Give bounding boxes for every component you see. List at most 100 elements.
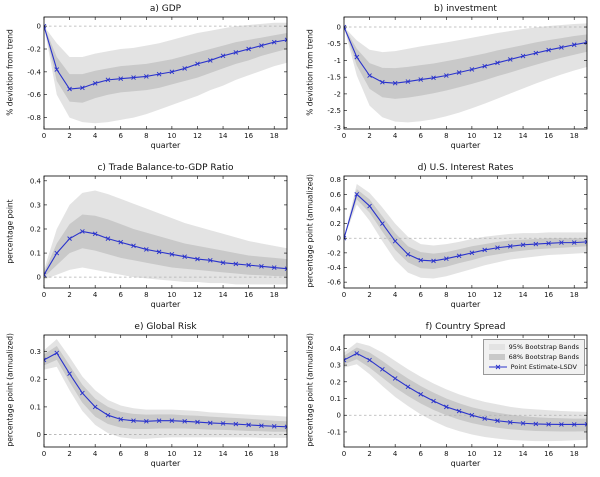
svg-text:14: 14 <box>219 450 228 458</box>
svg-text:18: 18 <box>570 450 579 458</box>
svg-text:4: 4 <box>393 291 398 299</box>
svg-text:2: 2 <box>67 291 71 299</box>
panel-title: c) Trade Balance-to-GDP Ratio <box>97 163 234 173</box>
svg-text:18: 18 <box>270 291 279 299</box>
svg-text:16: 16 <box>544 450 553 458</box>
svg-text:0.4: 0.4 <box>330 205 342 213</box>
svg-text:-0.2: -0.2 <box>327 249 341 257</box>
svg-text:14: 14 <box>519 291 528 299</box>
panel-country-spread: f) Country Spread percentage point (annu… <box>300 318 600 477</box>
band68-swatch <box>488 354 505 360</box>
svg-text:-0.5: -0.5 <box>327 40 341 48</box>
svg-text:18: 18 <box>270 132 279 140</box>
svg-text:14: 14 <box>519 132 528 140</box>
svg-text:-2.5: -2.5 <box>327 107 341 115</box>
panel-us-interest-rates: d) U.S. Interest Rates percentage point … <box>300 159 600 318</box>
legend-label: 95% Bootstrap Bands <box>508 343 579 351</box>
svg-text:4: 4 <box>93 132 98 140</box>
svg-text:-0.6: -0.6 <box>327 279 341 287</box>
svg-text:0: 0 <box>337 24 341 32</box>
panel-title: f) Country Spread <box>425 322 506 332</box>
svg-text:0: 0 <box>42 132 46 140</box>
svg-text:-1: -1 <box>334 57 341 65</box>
svg-text:-1.5: -1.5 <box>327 74 341 82</box>
svg-text:0: 0 <box>37 431 41 439</box>
svg-text:16: 16 <box>244 450 253 458</box>
svg-text:6: 6 <box>419 291 424 299</box>
band95-swatch <box>488 344 505 350</box>
x-axis-label: quarter <box>450 141 481 150</box>
svg-text:12: 12 <box>493 132 502 140</box>
svg-text:-0.8: -0.8 <box>27 114 41 122</box>
svg-text:16: 16 <box>244 291 253 299</box>
svg-text:2: 2 <box>67 450 71 458</box>
us-interest-rates-plot: 0 2 4 6 8 10 12 14 16 18 0.8 0.6 0.4 0.2 0 -0.2 -0.4 -0.6 <box>327 175 588 299</box>
gdp-plot: 0 2 4 6 8 10 12 14 16 18 0 -0.2 -0.4 -0.6 -0.8 <box>27 16 288 140</box>
svg-text:2: 2 <box>367 291 371 299</box>
svg-text:0.3: 0.3 <box>30 201 41 209</box>
svg-text:0.1: 0.1 <box>30 403 41 411</box>
svg-text:8: 8 <box>444 132 448 140</box>
svg-text:0.2: 0.2 <box>30 376 41 384</box>
svg-text:10: 10 <box>167 291 176 299</box>
svg-text:-2: -2 <box>334 90 341 98</box>
line-sample-swatch <box>488 363 507 371</box>
svg-text:2: 2 <box>67 132 71 140</box>
panel-title: b) investment <box>434 4 497 14</box>
svg-text:0: 0 <box>342 450 346 458</box>
svg-text:10: 10 <box>467 132 476 140</box>
svg-text:14: 14 <box>219 132 228 140</box>
svg-text:4: 4 <box>393 132 398 140</box>
svg-text:8: 8 <box>444 450 448 458</box>
svg-text:6: 6 <box>119 291 124 299</box>
svg-text:0.4: 0.4 <box>30 177 42 185</box>
svg-text:10: 10 <box>167 450 176 458</box>
svg-text:0.1: 0.1 <box>30 250 41 258</box>
svg-text:10: 10 <box>167 132 176 140</box>
svg-text:0: 0 <box>337 235 341 243</box>
svg-text:-3: -3 <box>334 124 341 132</box>
svg-text:4: 4 <box>393 450 398 458</box>
svg-text:6: 6 <box>419 132 424 140</box>
svg-text:16: 16 <box>544 132 553 140</box>
legend-label: 68% Bootstrap Bands <box>508 353 579 361</box>
svg-text:-0.4: -0.4 <box>327 264 341 272</box>
legend-item-68: 68% Bootstrap Bands <box>488 353 579 361</box>
investment-plot: 0 2 4 6 8 10 12 14 16 18 0 -0.5 -1 -1.5 -2 -2.5 -3 <box>327 16 588 140</box>
x-axis-label: quarter <box>150 141 181 150</box>
x-axis-label: quarter <box>450 300 481 309</box>
svg-text:6: 6 <box>119 132 124 140</box>
svg-text:12: 12 <box>193 450 202 458</box>
svg-text:18: 18 <box>270 450 279 458</box>
svg-text:16: 16 <box>244 132 253 140</box>
legend: 95% Bootstrap Bands 68% Bootstrap Bands … <box>482 339 585 375</box>
panel-gdp: a) GDP % deviation from trend 0 2 4 6 8 10 12 1… <box>0 0 300 159</box>
svg-text:0.2: 0.2 <box>330 378 341 386</box>
svg-text:0.8: 0.8 <box>330 176 341 184</box>
trade-balance-plot: 0 2 4 6 8 10 12 14 16 18 0 0.1 0.2 0.3 0.4 <box>30 175 288 299</box>
panel-title: d) U.S. Interest Rates <box>417 163 514 173</box>
svg-text:4: 4 <box>93 291 98 299</box>
svg-text:-0.6: -0.6 <box>27 91 41 99</box>
svg-text:12: 12 <box>193 291 202 299</box>
svg-text:18: 18 <box>570 132 579 140</box>
svg-text:18: 18 <box>570 291 579 299</box>
svg-text:2: 2 <box>367 132 371 140</box>
svg-text:0: 0 <box>342 291 346 299</box>
legend-item-95: 95% Bootstrap Bands <box>488 343 579 351</box>
svg-text:12: 12 <box>193 132 202 140</box>
svg-text:0: 0 <box>42 291 46 299</box>
svg-text:12: 12 <box>493 291 502 299</box>
svg-text:0.6: 0.6 <box>330 191 342 199</box>
svg-text:8: 8 <box>444 291 448 299</box>
svg-text:8: 8 <box>144 132 148 140</box>
svg-text:-0.4: -0.4 <box>27 68 41 76</box>
svg-text:2: 2 <box>367 450 371 458</box>
x-axis-label: quarter <box>150 300 181 309</box>
svg-text:0: 0 <box>37 274 41 282</box>
svg-text:12: 12 <box>493 450 502 458</box>
svg-text:16: 16 <box>544 291 553 299</box>
svg-text:10: 10 <box>467 291 476 299</box>
